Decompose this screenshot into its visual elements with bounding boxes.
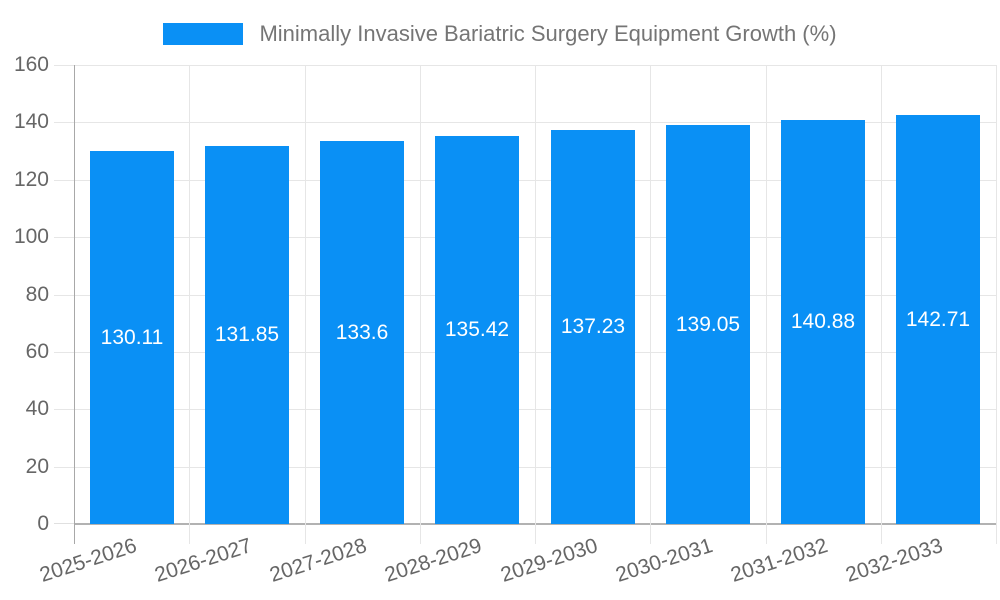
x-tick-label: 2032-2033	[842, 534, 946, 587]
bar-value-label: 137.23	[560, 315, 626, 338]
x-tick-label: 2031-2032	[727, 534, 831, 587]
bar-value-label: 142.71	[905, 307, 971, 331]
v-gridline	[535, 65, 536, 544]
x-tick-label: 2026-2027	[151, 534, 255, 587]
y-tick-label: 120	[13, 168, 49, 191]
bar[interactable]: 140.88	[781, 120, 865, 524]
legend[interactable]: Minimally Invasive Bariatric Surgery Equ…	[0, 21, 1000, 47]
y-tick-label: 140	[13, 110, 49, 133]
y-tick-label: 20	[25, 455, 49, 478]
h-gridline	[54, 352, 996, 353]
v-gridline	[996, 65, 997, 544]
bar[interactable]: 131.85	[205, 146, 289, 524]
v-gridline	[189, 65, 190, 544]
x-tick-label: 2030-2031	[612, 534, 716, 587]
v-gridline	[420, 65, 421, 544]
bar[interactable]: 142.71	[896, 115, 980, 524]
h-gridline	[54, 122, 996, 123]
h-gridline	[54, 295, 996, 296]
bar-value-label: 131.85	[214, 323, 280, 346]
bar[interactable]: 135.42	[435, 136, 519, 524]
legend-label: Minimally Invasive Bariatric Surgery Equ…	[259, 21, 837, 46]
bar[interactable]: 137.23	[551, 130, 635, 524]
h-gridline	[54, 65, 996, 66]
y-tick-label: 100	[13, 225, 49, 248]
x-tick-label: 2025-2026	[36, 534, 140, 587]
bar[interactable]: 133.6	[320, 141, 404, 524]
bar-value-label: 139.05	[675, 312, 741, 336]
y-tick-label: 60	[25, 340, 49, 363]
bar-value-label: 130.11	[100, 325, 164, 349]
bar[interactable]: 139.05	[666, 125, 750, 524]
plot-area: 0 20 40 60 80 100 120 140 160 130.11 2025-2026 131.…	[14, 54, 997, 587]
v-gridline	[305, 65, 306, 544]
y-axis-tick	[54, 523, 74, 524]
y-tick-label: 40	[25, 397, 49, 420]
bar-value-label: 135.42	[444, 318, 510, 341]
v-gridline	[881, 65, 882, 544]
bar[interactable]: 130.11	[90, 151, 174, 524]
v-gridline	[766, 65, 767, 544]
h-gridline	[54, 180, 996, 181]
bar-value-label: 133.6	[335, 320, 389, 344]
legend-swatch-icon	[163, 23, 244, 45]
h-gridline	[54, 409, 996, 410]
y-tick-label: 80	[25, 283, 49, 306]
x-tick-label: 2028-2029	[381, 534, 485, 587]
x-tick-label: 2027-2028	[266, 534, 370, 587]
bar-value-label: 140.88	[790, 310, 856, 333]
y-tick-label: 0	[37, 512, 49, 535]
x-tick-label: 2029-2030	[497, 534, 601, 587]
y-axis-line	[74, 65, 75, 544]
v-gridline	[650, 65, 651, 544]
h-gridline	[54, 467, 996, 468]
h-gridline	[54, 237, 996, 238]
y-tick-label: 160	[13, 53, 49, 76]
